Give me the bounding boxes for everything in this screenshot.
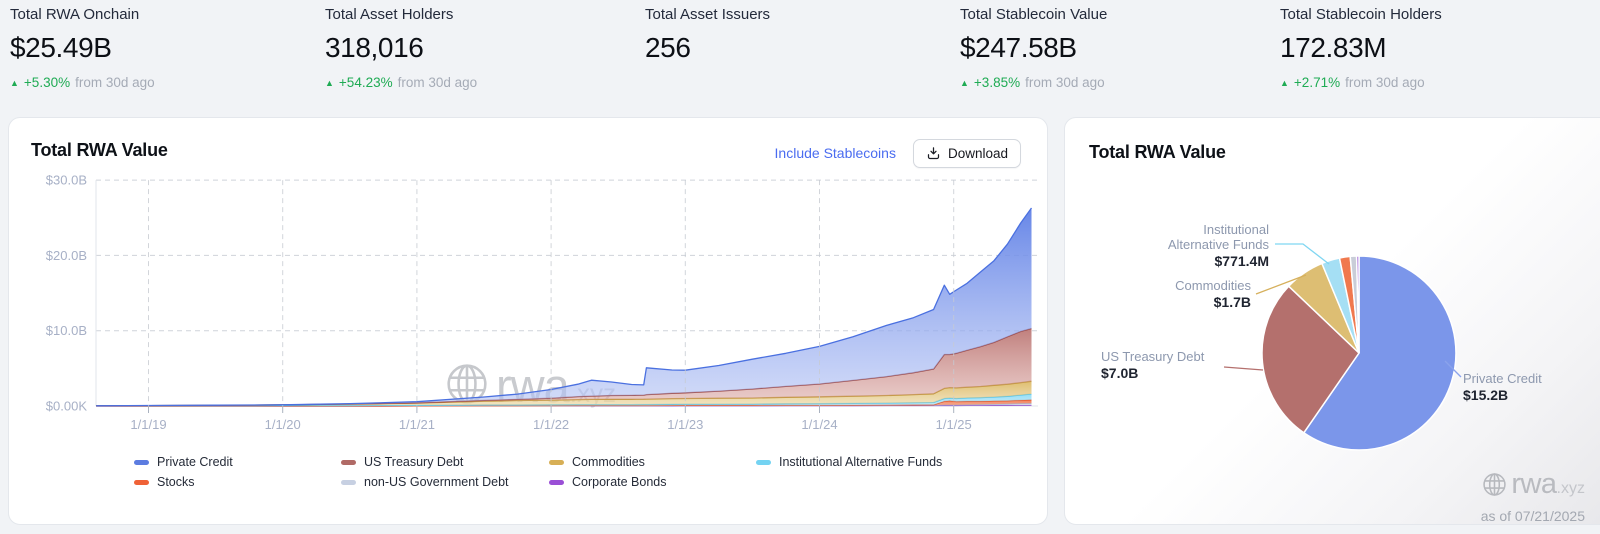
pie-slice-label: US Treasury Debt	[1101, 349, 1205, 364]
svg-text:1/1/19: 1/1/19	[130, 417, 166, 432]
pie-leader-line	[1275, 243, 1330, 265]
pie-slice[interactable]	[1302, 255, 1457, 451]
area-band	[96, 381, 1032, 406]
stat-value: $247.58B	[960, 32, 1077, 63]
stat-label: Total Stablecoin Value	[960, 6, 1108, 23]
legend-label: Commodities	[572, 455, 645, 469]
svg-text:$0.00K: $0.00K	[46, 399, 88, 414]
download-button-label: Download	[947, 145, 1008, 161]
stat-block-3: Total Stablecoin Value $247.58B ▲ +3.85% fro…	[960, 6, 1107, 90]
area-band	[96, 208, 1032, 406]
svg-text:$30.0B: $30.0B	[46, 173, 87, 188]
stat-change: ▲ +54.23% from 30d ago	[325, 75, 477, 90]
svg-text:1/1/21: 1/1/21	[399, 417, 435, 432]
legend-swatch	[756, 459, 771, 465]
stat-change: ▲ +5.30% from 30d ago	[10, 75, 155, 90]
legend-label: Private Credit	[157, 455, 233, 469]
pie-slice-label: Commodities	[1175, 278, 1251, 293]
triangle-up-icon: ▲	[1280, 77, 1289, 88]
legend-label: Stocks	[157, 475, 195, 489]
pie-slice-value: $7.0B	[1101, 365, 1138, 381]
download-button[interactable]: Download	[912, 138, 1021, 168]
change-percent: +2.71%	[1293, 75, 1341, 90]
change-period: from 30d ago	[75, 75, 155, 90]
legend-item-4[interactable]: Stocks	[134, 474, 341, 490]
legend-swatch	[549, 479, 564, 485]
total-rwa-value-area-card: Total RWA Value Include Stablecoins Down…	[8, 117, 1048, 525]
pie-slice-value: $15.2B	[1463, 387, 1508, 403]
svg-text:1/1/24: 1/1/24	[801, 417, 837, 432]
change-period: from 30d ago	[1345, 75, 1425, 90]
pie-leader-line	[1444, 360, 1462, 378]
svg-text:1/1/25: 1/1/25	[936, 417, 972, 432]
legend-swatch	[549, 459, 564, 465]
pie-slice-value: $771.4M	[1215, 253, 1269, 269]
change-period: from 30d ago	[397, 75, 478, 90]
as-of-date: as of 07/21/2025	[1480, 508, 1585, 524]
total-rwa-value-pie-chart[interactable]: Private Credit$15.2B US Treasury Debt$7.0…	[1065, 118, 1600, 526]
stat-value: 172.83M	[1280, 32, 1387, 63]
stat-value: $25.49B	[10, 32, 112, 63]
pie-leader-line	[1255, 274, 1307, 295]
legend-swatch	[134, 479, 149, 485]
stat-block-0: Total RWA Onchain $25.49B ▲ +5.30% from 30d …	[10, 6, 155, 90]
stat-block-4: Total Stablecoin Holders 172.83M ▲ +2.71% fr…	[1280, 6, 1442, 90]
legend-label: US Treasury Debt	[364, 455, 464, 469]
legend-swatch	[341, 459, 356, 465]
legend-item-5[interactable]: non-US Government Debt	[341, 474, 549, 490]
svg-text:1/1/23: 1/1/23	[667, 417, 703, 432]
triangle-up-icon: ▲	[325, 77, 334, 88]
stat-block-2: Total Asset Issuers 256	[645, 6, 770, 64]
total-rwa-value-area-chart[interactable]: $0.00K $10.0B $20.0B $30.0B 1/1/19 1/1/20 1/1/…	[23, 166, 1039, 438]
pie-card-title: Total RWA Value	[1089, 142, 1226, 162]
area-line	[96, 207, 1033, 407]
legend-item-6[interactable]: Corporate Bonds	[549, 474, 756, 490]
stat-value: 256	[645, 32, 691, 63]
pie-slice-label: Alternative Funds	[1168, 237, 1270, 252]
legend-label: Corporate Bonds	[572, 475, 667, 489]
area-card-controls: Include Stablecoins Download	[775, 138, 1021, 168]
include-stablecoins-link[interactable]: Include Stablecoins	[774, 145, 896, 161]
svg-text:1/1/22: 1/1/22	[533, 417, 569, 432]
stat-value: 318,016	[325, 32, 424, 63]
stat-change: ▲ +3.85% from 30d ago	[960, 75, 1107, 90]
stat-change: ▲ +2.71% from 30d ago	[1280, 75, 1442, 90]
legend-item-1[interactable]: US Treasury Debt	[341, 454, 549, 470]
legend-label: Institutional Alternative Funds	[779, 455, 943, 469]
svg-text:1/1/20: 1/1/20	[265, 417, 301, 432]
legend-item-3[interactable]: Institutional Alternative Funds	[756, 454, 942, 470]
legend-item-2[interactable]: Commodities	[549, 454, 756, 470]
pie-slice-label: Private Credit	[1463, 371, 1542, 386]
stat-label: Total RWA Onchain	[10, 6, 140, 23]
pie-slice-label: Institutional	[1203, 222, 1269, 237]
triangle-up-icon: ▲	[960, 77, 969, 88]
area-band	[96, 328, 1032, 406]
legend-label: non-US Government Debt	[364, 475, 509, 489]
legend-item-0[interactable]: Private Credit	[134, 454, 341, 470]
pie-slice-value: $1.7B	[1214, 294, 1251, 310]
pie-slice[interactable]	[1355, 255, 1360, 354]
download-icon	[927, 146, 940, 159]
change-percent: +5.30%	[23, 75, 71, 90]
pie-slice[interactable]	[1261, 285, 1360, 434]
legend-swatch	[341, 479, 356, 485]
change-percent: +3.85%	[973, 75, 1021, 90]
legend-swatch	[134, 459, 149, 465]
area-chart-legend: Private Credit US Treasury Debt Commoditie…	[134, 454, 942, 490]
area-card-title: Total RWA Value	[31, 140, 168, 160]
change-period: from 30d ago	[1025, 75, 1105, 90]
stat-label: Total Stablecoin Holders	[1280, 6, 1442, 23]
svg-text:$10.0B: $10.0B	[46, 323, 87, 338]
pie-leader-line	[1223, 366, 1264, 371]
stats-row: Total RWA Onchain $25.49B ▲ +5.30% from 30d …	[0, 0, 1600, 104]
change-percent: +54.23%	[338, 75, 393, 90]
stat-label: Total Asset Holders	[325, 6, 454, 23]
stat-label: Total Asset Issuers	[645, 6, 771, 23]
total-rwa-value-pie-card: Total RWA Value Private Credit $15.2B US T…	[1064, 117, 1600, 525]
stat-block-1: Total Asset Holders 318,016 ▲ +54.23% from 3…	[325, 6, 477, 90]
svg-text:$20.0B: $20.0B	[46, 248, 87, 263]
triangle-up-icon: ▲	[10, 77, 19, 88]
